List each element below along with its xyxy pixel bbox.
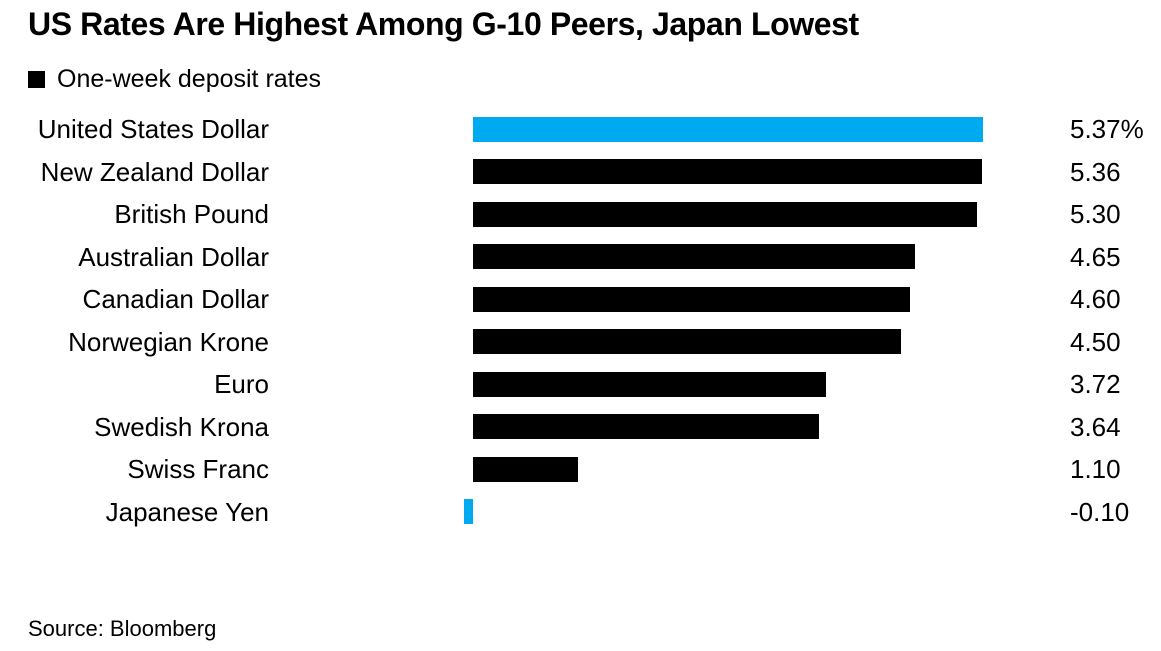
row-label: Japanese Yen [105, 496, 269, 527]
row-label: United States Dollar [37, 114, 269, 144]
row-label: British Pound [114, 199, 269, 229]
bar [473, 414, 819, 440]
row-value: 4.65 [1070, 241, 1121, 272]
row-label: Euro [214, 369, 269, 399]
chart-rows: United States Dollar 5.37% New Zealand D… [0, 108, 1161, 533]
source-attribution: Source: Bloomberg [28, 616, 217, 641]
bar [473, 456, 578, 482]
row-value: 5.36 [1070, 156, 1121, 187]
bar [473, 201, 977, 227]
chart-row: Japanese Yen -0.10 [0, 491, 1161, 534]
bar [473, 244, 915, 270]
chart-title: US Rates Are Highest Among G-10 Peers, J… [28, 6, 859, 42]
row-label: Australian Dollar [78, 241, 269, 272]
chart-row: British Pound 5.30 [0, 193, 1161, 236]
row-label: Norwegian Krone [68, 326, 269, 357]
legend-swatch-icon [28, 70, 45, 88]
chart-row: Canadian Dollar 4.60 [0, 278, 1161, 321]
chart-row: United States Dollar 5.37% [0, 108, 1161, 151]
bar [473, 159, 983, 185]
bar [473, 371, 827, 397]
chart-row: Euro 3.72 [0, 363, 1161, 406]
row-label: Canadian Dollar [82, 284, 269, 314]
chart-row: New Zealand Dollar 5.36 [0, 151, 1161, 194]
row-value: 3.72 [1070, 369, 1121, 399]
row-value: 1.10 [1070, 454, 1121, 484]
legend-label: One-week deposit rates [57, 64, 322, 93]
bar [473, 329, 901, 355]
row-value: 3.64 [1070, 411, 1121, 442]
row-value: 5.37% [1070, 114, 1144, 144]
row-label: Swedish Krona [94, 411, 269, 442]
row-label: Swiss Franc [127, 454, 269, 484]
bar [473, 286, 910, 312]
legend: One-week deposit rates [28, 64, 322, 93]
row-value: 4.60 [1070, 284, 1121, 314]
chart-row: Swedish Krona 3.64 [0, 406, 1161, 449]
row-value: -0.10 [1070, 496, 1130, 527]
chart-row: Australian Dollar 4.65 [0, 236, 1161, 279]
row-label: New Zealand Dollar [40, 156, 269, 187]
bar [473, 116, 984, 142]
row-value: 5.30 [1070, 199, 1121, 229]
bar [463, 499, 473, 525]
row-value: 4.50 [1070, 326, 1121, 357]
chart-row: Norwegian Krone 4.50 [0, 321, 1161, 364]
chart-row: Swiss Franc 1.10 [0, 448, 1161, 491]
